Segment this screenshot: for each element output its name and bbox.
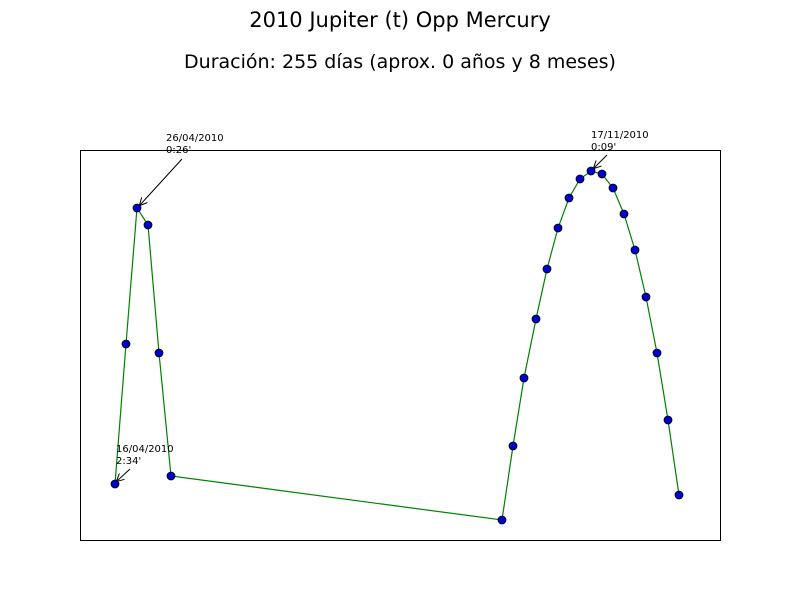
annotation-arrow	[117, 468, 131, 481]
data-point	[630, 245, 640, 255]
chart-title: 2010 Jupiter (t) Opp Mercury	[249, 8, 551, 32]
data-point	[110, 479, 120, 489]
data-point	[608, 183, 618, 193]
data-point	[121, 339, 131, 349]
data-point	[564, 193, 574, 203]
data-point	[143, 220, 153, 230]
data-point	[641, 292, 651, 302]
data-point	[575, 174, 585, 184]
annotation-value: 2:34'	[116, 456, 141, 467]
data-point	[542, 264, 552, 274]
plot-frame	[80, 150, 721, 541]
annotation-value: 0:26'	[166, 145, 191, 156]
data-point	[663, 415, 673, 425]
series-line	[114, 170, 680, 521]
data-point	[619, 209, 629, 219]
annotation-date: 17/11/2010	[591, 130, 649, 141]
annotation-value: 0:09'	[591, 142, 616, 153]
data-point	[531, 314, 541, 324]
annotation-date: 26/04/2010	[166, 133, 224, 144]
marker-group	[110, 166, 684, 525]
chart-subtitle: Duración: 255 días (aprox. 0 años y 8 me…	[184, 51, 616, 73]
data-point	[154, 348, 164, 358]
annotation-date: 16/04/2010	[116, 444, 174, 455]
data-point	[586, 166, 596, 176]
data-point	[652, 348, 662, 358]
data-point	[508, 441, 518, 451]
data-point	[553, 223, 563, 233]
series-line-group	[114, 170, 680, 521]
data-point	[497, 515, 507, 525]
data-point	[132, 203, 142, 213]
data-point	[166, 471, 176, 481]
data-point	[597, 169, 607, 179]
data-point	[674, 490, 684, 500]
annotation-arrow	[594, 154, 608, 168]
annotation-arrow	[140, 158, 183, 205]
data-point	[519, 373, 529, 383]
